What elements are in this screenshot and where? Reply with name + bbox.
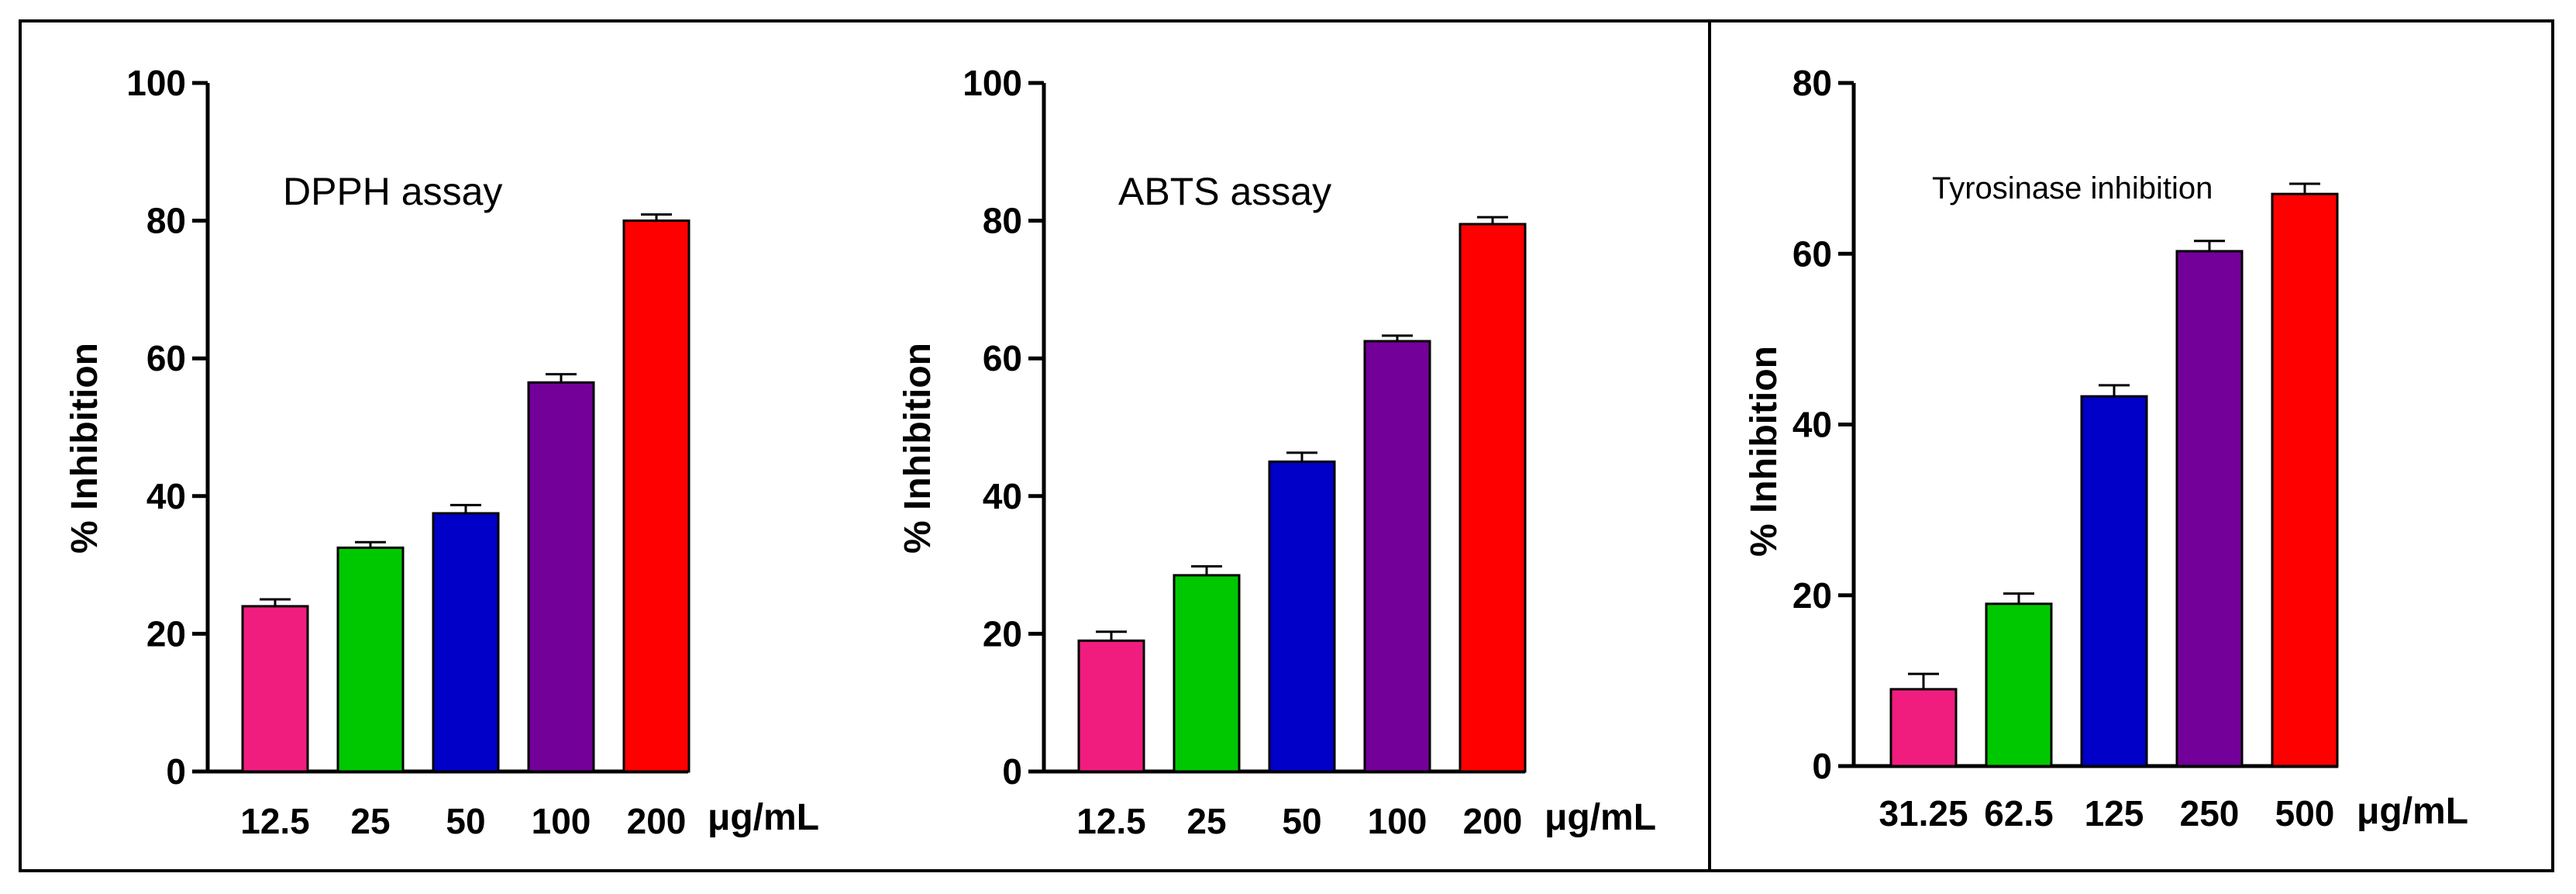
bar bbox=[241, 605, 309, 773]
y-tick-label: 80 bbox=[983, 201, 1022, 241]
y-tick-label: 100 bbox=[963, 63, 1022, 103]
y-tick-label: 60 bbox=[983, 338, 1022, 378]
x-tick-label: 62.5 bbox=[1984, 793, 2054, 834]
x-tick-label: 500 bbox=[2275, 793, 2335, 834]
bar bbox=[527, 381, 595, 773]
y-tick-label: 40 bbox=[1793, 405, 1832, 445]
x-tick-label: 25 bbox=[1186, 801, 1226, 841]
chart-title: ABTS assay bbox=[1118, 170, 1331, 213]
x-tick-label: 200 bbox=[1463, 801, 1523, 841]
bar bbox=[1077, 639, 1145, 773]
bar bbox=[1173, 574, 1241, 773]
bar bbox=[432, 512, 500, 773]
x-tick-label: 12.5 bbox=[1076, 801, 1146, 841]
y-tick-label: 20 bbox=[146, 613, 186, 654]
bar bbox=[1363, 340, 1431, 773]
chart-title: DPPH assay bbox=[283, 170, 502, 213]
chart-abts: ABTS assay % Inhibition μg/mL 0 20 40 60 80 1… bbox=[897, 63, 1656, 841]
bar bbox=[1268, 460, 1336, 773]
y-tick-label: 20 bbox=[1793, 575, 1832, 616]
y-axis-label: % Inhibition bbox=[64, 343, 105, 554]
chart-dpph: DPPH assay % Inhibition μg/mL 0 20 40 60 80 1… bbox=[64, 63, 819, 841]
outer-frame bbox=[19, 19, 2554, 872]
x-unit-label: μg/mL bbox=[708, 797, 819, 838]
x-tick-label: 250 bbox=[2180, 793, 2240, 834]
y-tick-label: 40 bbox=[983, 476, 1022, 516]
chart-title: Tyrosinase inhibition bbox=[1932, 171, 2213, 205]
x-tick-label: 100 bbox=[1368, 801, 1427, 841]
y-tick-label: 40 bbox=[146, 476, 186, 516]
bar bbox=[1458, 223, 1527, 773]
y-tick-label: 60 bbox=[1793, 233, 1832, 274]
bar bbox=[336, 546, 405, 773]
x-tick-label: 200 bbox=[627, 801, 687, 841]
x-tick-label: 125 bbox=[2085, 793, 2144, 834]
y-tick-label: 80 bbox=[146, 201, 186, 241]
bar bbox=[2080, 395, 2148, 768]
y-tick-label: 60 bbox=[146, 338, 186, 378]
y-tick-label: 0 bbox=[166, 751, 186, 792]
bar bbox=[1985, 602, 2053, 768]
bar bbox=[2271, 192, 2339, 768]
y-axis-label: % Inhibition bbox=[897, 343, 938, 554]
y-tick-label: 80 bbox=[1793, 63, 1832, 103]
chart-tyrosinase: Tyrosinase inhibition % Inhibition μg/mL… bbox=[1744, 63, 2468, 834]
bar bbox=[622, 219, 690, 773]
x-tick-label: 50 bbox=[446, 801, 485, 841]
y-tick-label: 0 bbox=[1002, 751, 1022, 792]
x-tick-label: 100 bbox=[532, 801, 591, 841]
bar bbox=[2175, 250, 2244, 768]
x-tick-label: 31.25 bbox=[1879, 793, 1968, 834]
y-axis-label: % Inhibition bbox=[1744, 346, 1785, 557]
y-tick-label: 20 bbox=[983, 613, 1022, 654]
bar bbox=[1889, 688, 1958, 768]
y-tick-label: 100 bbox=[126, 63, 186, 103]
x-tick-label: 12.5 bbox=[240, 801, 310, 841]
x-tick-label: 50 bbox=[1282, 801, 1321, 841]
y-tick-label: 0 bbox=[1812, 746, 1832, 786]
x-tick-label: 25 bbox=[350, 801, 390, 841]
x-unit-label: μg/mL bbox=[2357, 791, 2468, 832]
x-unit-label: μg/mL bbox=[1545, 797, 1656, 838]
